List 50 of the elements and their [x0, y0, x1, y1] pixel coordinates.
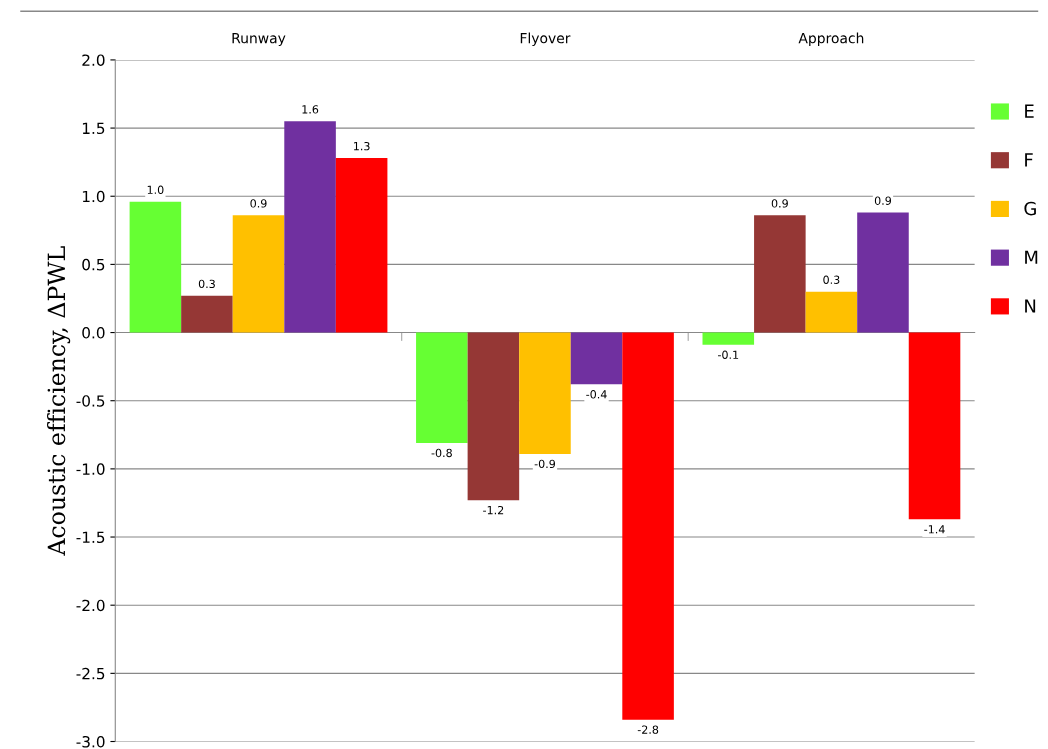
- y-tick-label: 0.0: [82, 327, 105, 339]
- bar: [908, 332, 961, 520]
- x-tick-label: Flyover: [520, 32, 571, 47]
- bar: [181, 295, 233, 333]
- y-tick-label: 1.0: [82, 190, 105, 203]
- data-label: -0.1: [717, 350, 739, 359]
- bar: [702, 332, 755, 345]
- bar: [754, 215, 806, 333]
- bar: [232, 215, 285, 333]
- data-label: -2.8: [637, 725, 659, 734]
- y-tick-label: 1.5: [82, 122, 105, 135]
- y-tick-label: -1.5: [76, 531, 105, 544]
- legend-label: G: [1024, 201, 1036, 216]
- data-label: 1.0: [147, 185, 164, 194]
- y-tick-label: -0.5: [76, 395, 105, 407]
- data-label: -0.9: [534, 459, 556, 469]
- data-label: 1.3: [354, 141, 370, 151]
- y-axis-title: Acoustic efficiency, ΔPWL: [47, 246, 71, 556]
- y-tick-label: -1.0: [76, 463, 105, 475]
- bar: [805, 291, 858, 333]
- data-label: -1.2: [483, 505, 504, 515]
- bar: [416, 332, 468, 443]
- y-tick-label: -3.0: [76, 735, 105, 748]
- bar: [129, 201, 182, 333]
- legend-label: F: [1025, 153, 1033, 167]
- legend-label: E: [1025, 104, 1034, 118]
- y-tick-label: 0.5: [82, 258, 105, 271]
- y-tick-label: -2.0: [76, 599, 105, 612]
- data-label: 0.3: [198, 279, 215, 289]
- data-label: -0.4: [586, 390, 607, 399]
- data-label: -1.4: [924, 525, 945, 534]
- data-label: 0.9: [250, 199, 267, 208]
- y-tick-label: -2.5: [76, 667, 105, 680]
- y-tick-label: 2.0: [82, 54, 105, 66]
- bar: [467, 332, 520, 501]
- bar: [570, 332, 623, 385]
- bar: [519, 332, 571, 454]
- bar: [622, 332, 674, 720]
- bar: [284, 121, 336, 333]
- x-tick-label: Runway: [232, 33, 286, 47]
- legend-label: M: [1025, 250, 1038, 264]
- data-label: 0.3: [823, 275, 840, 284]
- data-label: 0.9: [874, 196, 892, 205]
- x-tick-label: Approach: [798, 32, 864, 47]
- bar: [857, 212, 909, 333]
- data-label: 1.6: [302, 105, 319, 114]
- bar: [335, 158, 388, 333]
- data-label: -0.8: [431, 448, 452, 458]
- data-label: 0.9: [771, 199, 788, 208]
- legend-label: N: [1025, 299, 1036, 313]
